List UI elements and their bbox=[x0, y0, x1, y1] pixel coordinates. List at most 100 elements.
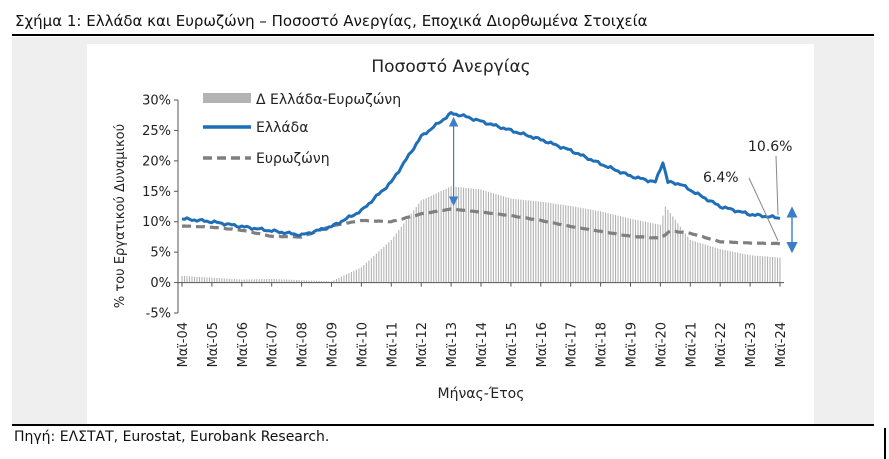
difference-bar bbox=[263, 279, 265, 283]
top-rule bbox=[12, 34, 874, 36]
difference-bar bbox=[754, 255, 756, 283]
difference-bar bbox=[241, 279, 243, 283]
difference-bar bbox=[470, 188, 472, 283]
difference-bar bbox=[415, 207, 417, 283]
difference-bar bbox=[567, 205, 569, 283]
difference-bar bbox=[268, 278, 270, 283]
difference-bar bbox=[440, 191, 442, 283]
x-axis-label: Μήνας-Έτος bbox=[438, 386, 525, 402]
difference-bar bbox=[378, 251, 380, 283]
difference-bar bbox=[228, 278, 230, 283]
difference-bar bbox=[707, 245, 709, 283]
y-tick-label: 0% bbox=[150, 276, 171, 291]
annotation-greece-last: 10.6% bbox=[748, 139, 792, 155]
difference-bar bbox=[458, 187, 460, 283]
difference-bar bbox=[527, 200, 529, 283]
difference-bar bbox=[595, 210, 597, 283]
difference-bar bbox=[181, 275, 183, 283]
difference-bar bbox=[316, 280, 318, 283]
difference-bar bbox=[525, 200, 527, 283]
difference-bar bbox=[512, 198, 514, 283]
difference-bar bbox=[433, 194, 435, 283]
difference-bar bbox=[370, 258, 372, 283]
difference-bar bbox=[547, 202, 549, 283]
difference-bar bbox=[472, 188, 475, 283]
difference-bar bbox=[423, 199, 425, 283]
difference-bar bbox=[687, 236, 689, 283]
difference-bar bbox=[492, 193, 495, 283]
x-tick-label: Μαϊ-12 bbox=[415, 322, 430, 367]
difference-bar bbox=[271, 278, 273, 283]
difference-bar bbox=[368, 260, 370, 283]
difference-bar bbox=[487, 191, 490, 283]
difference-bar bbox=[530, 200, 532, 283]
difference-bar bbox=[619, 216, 622, 283]
difference-bar bbox=[467, 188, 470, 283]
difference-bar bbox=[517, 199, 519, 283]
difference-bar bbox=[552, 203, 554, 283]
difference-bar bbox=[443, 189, 445, 283]
difference-bar bbox=[375, 253, 377, 283]
y-axis-label: % του Εργατικού Δυναμικού bbox=[113, 124, 128, 308]
difference-bar bbox=[400, 226, 402, 283]
difference-bar bbox=[776, 257, 779, 283]
difference-bar bbox=[560, 204, 562, 283]
legend-swatch-difference bbox=[203, 93, 251, 103]
difference-bar bbox=[405, 220, 407, 283]
difference-bar bbox=[699, 243, 701, 283]
difference-bar bbox=[490, 192, 492, 283]
difference-bar bbox=[206, 277, 208, 283]
legend: Δ Ελλάδα-Ευρωζώνη Ελλάδα Ευρωζώνη bbox=[203, 92, 401, 167]
y-tick-label: 15% bbox=[142, 185, 171, 200]
difference-bar bbox=[403, 223, 405, 283]
difference-bar bbox=[724, 250, 726, 283]
x-tick-label: Μαϊ-08 bbox=[296, 322, 311, 367]
difference-bar bbox=[570, 205, 572, 283]
difference-bar bbox=[694, 241, 696, 283]
difference-bar bbox=[335, 279, 338, 283]
difference-bar bbox=[734, 252, 736, 283]
side-rule bbox=[884, 428, 886, 459]
y-tick-label: 20% bbox=[142, 154, 171, 169]
difference-bar bbox=[380, 249, 382, 283]
difference-bar bbox=[390, 239, 392, 283]
x-tick-label: Μαϊ-16 bbox=[535, 322, 550, 367]
difference-bar bbox=[213, 277, 215, 283]
legend-label-eurozone: Ευρωζώνη bbox=[256, 151, 330, 167]
difference-bar bbox=[463, 187, 465, 283]
difference-bar bbox=[448, 187, 450, 283]
difference-bar bbox=[231, 278, 233, 283]
difference-bar bbox=[425, 198, 427, 283]
difference-bar bbox=[600, 211, 602, 283]
difference-bar bbox=[420, 200, 422, 283]
difference-bar bbox=[308, 280, 310, 283]
difference-bar bbox=[340, 276, 343, 283]
difference-bar bbox=[430, 195, 432, 283]
difference-bar bbox=[550, 203, 552, 283]
difference-bar bbox=[555, 203, 557, 283]
difference-bar bbox=[243, 279, 245, 283]
difference-bar bbox=[592, 210, 594, 283]
figure-title: Σχήμα 1: Ελλάδα και Ευρωζώνη – Ποσοστό Α… bbox=[15, 12, 648, 30]
difference-bar bbox=[520, 199, 522, 283]
difference-bar bbox=[779, 257, 781, 283]
difference-bar bbox=[582, 208, 584, 283]
difference-bar bbox=[575, 206, 577, 283]
difference-bar bbox=[615, 215, 617, 283]
difference-bar bbox=[505, 197, 507, 283]
difference-bar bbox=[226, 278, 228, 283]
difference-bar bbox=[774, 257, 776, 283]
difference-bar bbox=[657, 224, 659, 283]
difference-bar bbox=[338, 277, 340, 283]
difference-bar bbox=[410, 213, 412, 283]
difference-bar bbox=[286, 279, 288, 283]
x-tick-label: Μαϊ-17 bbox=[565, 322, 580, 367]
difference-bar bbox=[545, 202, 547, 283]
chart-title: Ποσοστό Ανεργίας bbox=[371, 57, 530, 77]
difference-bar bbox=[455, 186, 457, 283]
difference-bar bbox=[193, 276, 196, 283]
difference-bar bbox=[223, 278, 225, 283]
difference-bar bbox=[679, 226, 681, 283]
difference-bar bbox=[737, 252, 739, 283]
difference-bar bbox=[253, 279, 255, 283]
